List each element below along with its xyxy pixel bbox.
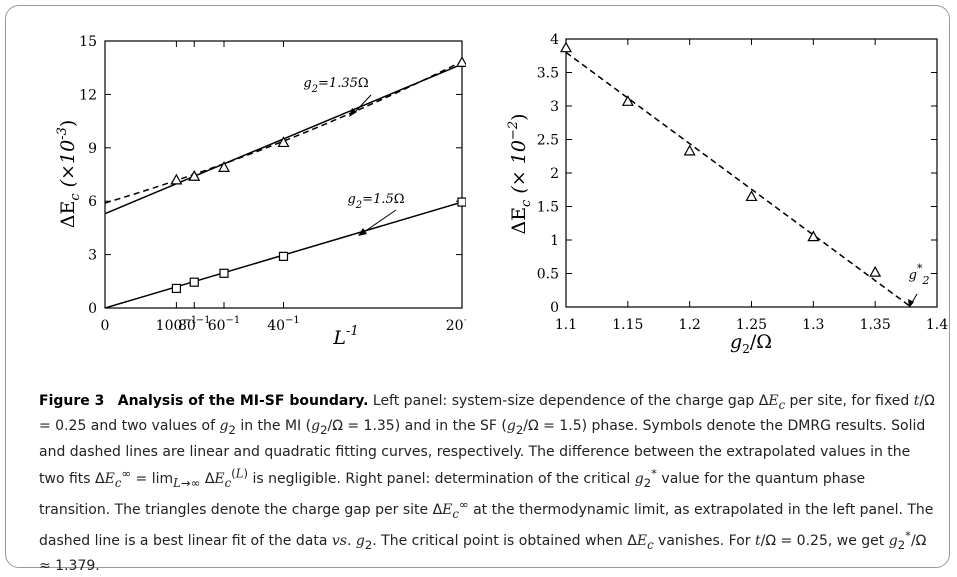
right-x-tick-label: 1.1 — [555, 317, 577, 333]
data-point-right — [745, 190, 758, 202]
left-x-tick-label: 40−1 — [267, 315, 300, 334]
annotation-arrowhead-gstar — [908, 299, 915, 308]
data-point-g15 — [457, 197, 466, 207]
annotation-g135: g2=1.35Ω — [303, 76, 368, 95]
figure-number: Figure 3 — [39, 393, 105, 409]
right-y-tick-label: 1 — [550, 233, 559, 249]
figure-title: Analysis of the MI-SF boundary. — [117, 393, 369, 409]
left-y-tick-label: 3 — [88, 248, 97, 264]
data-point-g135 — [217, 161, 231, 172]
annotation-g15: g2=1.5Ω — [347, 192, 404, 211]
left-y-tick-label: 0 — [88, 301, 97, 317]
data-point-right — [807, 230, 820, 242]
right-y-tick-label: 1.5 — [537, 200, 559, 216]
right-y-tick-label: 0.5 — [537, 267, 559, 283]
annotation-arrowhead-g15 — [358, 228, 367, 236]
right-plot-frame — [565, 38, 938, 308]
data-point-g15 — [219, 268, 229, 278]
right-x-tick-label: 1.4 — [926, 317, 948, 333]
right-x-tick-label: 1.25 — [736, 317, 767, 333]
right-x-tick-label: 1.35 — [860, 317, 891, 333]
annotation-arrowhead-g135 — [349, 108, 357, 117]
left-plot-frame — [104, 40, 463, 309]
right-y-tick-label: 2 — [550, 166, 559, 182]
left-y-tick-label: 12 — [79, 87, 97, 103]
data-point-right — [683, 144, 696, 156]
right-x-tick-label: 1.15 — [612, 317, 643, 333]
right-chart: 0 0.5 1 1.5 2 2.5 3 3.5 4 1.1 1.15 1.2 1.25 1.3 1.35 1.… — [506, 32, 948, 356]
right-y-axis-label: ΔEc (× 10−2) — [506, 113, 534, 234]
right-y-tick-label: 3 — [550, 99, 559, 115]
left-y-tick-label: 15 — [79, 34, 97, 50]
left-x-tick-label: 20−1 — [446, 315, 466, 334]
left-chart: 0 3 6 9 12 15 0 100−180−160−1 40−1 20−1 L-1 ΔEc (×1… — [55, 34, 466, 349]
data-point-g135 — [170, 173, 183, 185]
right-x-tick-label: 1.3 — [802, 317, 824, 333]
left-y-axis-label: ΔEc (×10-3) — [55, 120, 83, 229]
right-x-axis-label: g2/Ω — [730, 331, 772, 356]
left-fit-lines — [105, 60, 462, 308]
left-x-axis-label: L-1 — [332, 324, 358, 349]
right-y-tick-label: 3.5 — [537, 66, 559, 82]
data-point-g135 — [455, 56, 466, 67]
data-point-right — [559, 41, 573, 53]
caption-body: Left panel: system-size dependence of th… — [39, 393, 935, 574]
fit-linear-right — [565, 51, 912, 308]
left-y-tick-label: 6 — [88, 194, 97, 210]
fit-quadratic-g135 — [105, 60, 462, 204]
right-y-tick-label: 2.5 — [537, 133, 559, 149]
data-point-right — [869, 265, 882, 277]
right-y-tick-label: 0 — [550, 300, 559, 316]
data-point-right — [621, 95, 634, 106]
figure-caption: Figure 3 Analysis of the MI-SF boundary.… — [39, 391, 939, 577]
data-point-g15 — [171, 283, 181, 294]
right-x-tick-label: 1.2 — [679, 317, 701, 333]
data-point-g135 — [277, 136, 290, 148]
annotation-arrow-g15 — [363, 209, 397, 233]
left-x-tick-label: 0 — [101, 318, 110, 334]
annotation-gstar: g*2 — [909, 262, 930, 287]
left-y-tick-label: 9 — [88, 141, 97, 157]
left-x-tick-label: 100−1 — [156, 315, 197, 334]
annotation-arrow-g135 — [353, 94, 372, 114]
right-y-tick-label: 4 — [550, 32, 559, 48]
data-point-g135 — [188, 170, 201, 181]
data-point-g15 — [278, 251, 289, 261]
data-point-g15 — [189, 277, 199, 287]
left-x-tick-label: 60−1 — [208, 315, 241, 334]
left-x-tick-label: 80−1 — [178, 315, 211, 334]
